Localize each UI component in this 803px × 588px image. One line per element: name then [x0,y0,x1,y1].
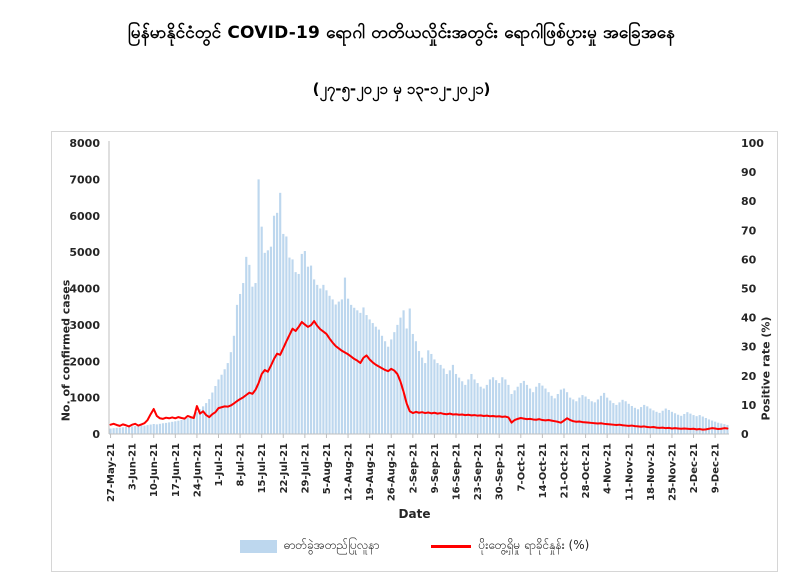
svg-text:40: 40 [741,312,757,325]
legend: ဓာတ်ခွဲအတည်ပြုလူနာ ပိုးတွေ့ရှိမှု ရာခိုင… [52,537,777,555]
line-series-swatch-icon [431,544,472,548]
svg-text:100: 100 [741,137,764,150]
svg-text:80: 80 [741,195,757,208]
svg-text:16-Sep-21: 16-Sep-21 [452,443,463,500]
svg-text:90: 90 [741,166,757,179]
svg-text:11-Nov-21: 11-Nov-21 [624,443,635,501]
svg-text:9-Dec-21: 9-Dec-21 [711,443,722,493]
svg-text:30: 30 [741,341,757,354]
svg-text:1-Jul-21: 1-Jul-21 [214,443,225,486]
svg-text:4000: 4000 [69,283,100,296]
svg-text:26-Aug-21: 26-Aug-21 [387,443,398,501]
svg-text:27-May-21: 27-May-21 [106,443,117,502]
svg-text:10-Jun-21: 10-Jun-21 [149,443,160,497]
svg-text:0: 0 [741,428,749,441]
svg-text:3-Jun-21: 3-Jun-21 [128,443,139,490]
legend-bar-label: ဓာတ်ခွဲအတည်ပြုလူနာ [283,538,380,552]
svg-text:15-Jul-21: 15-Jul-21 [257,443,268,493]
svg-text:5000: 5000 [69,246,100,259]
svg-text:6000: 6000 [69,210,100,223]
svg-text:9-Sep-21: 9-Sep-21 [430,443,441,493]
svg-text:2000: 2000 [69,355,100,368]
svg-text:23-Sep-21: 23-Sep-21 [473,443,484,500]
svg-text:18-Nov-21: 18-Nov-21 [646,443,657,501]
svg-text:22-Jul-21: 22-Jul-21 [279,443,290,493]
svg-text:29-Jul-21: 29-Jul-21 [300,443,311,493]
svg-text:1000: 1000 [69,392,100,405]
svg-text:7000: 7000 [69,173,100,186]
legend-item-bars: ဓာတ်ခွဲအတည်ပြုလူနာ [239,537,380,555]
svg-text:28-Oct-21: 28-Oct-21 [581,443,592,498]
svg-text:19-Aug-21: 19-Aug-21 [365,443,376,501]
x-axis-title: Date [398,507,431,521]
svg-text:2-Sep-21: 2-Sep-21 [408,443,419,493]
svg-text:24-Jun-21: 24-Jun-21 [192,443,203,497]
chart-subtitle: (၂၇-၅-၂၀၂၁ မှ ၁၃-၁၂-၂၀၂၁) [312,80,491,98]
chart-title: မြန်မာနိုင်ငံတွင် COVID-19 ရောဂါ တတိယလှိ… [127,23,676,43]
legend-item-line: ပိုးတွေ့ရှိမှု ရာခိုင်နှုန်း (%) [431,537,589,555]
svg-text:3000: 3000 [69,319,100,332]
svg-text:0: 0 [92,428,100,441]
svg-text:25-Nov-21: 25-Nov-21 [667,443,678,501]
svg-text:12-Aug-21: 12-Aug-21 [344,443,355,501]
svg-text:17-Jun-21: 17-Jun-21 [171,443,182,497]
svg-text:60: 60 [741,253,757,266]
svg-text:2-Dec-21: 2-Dec-21 [689,443,700,493]
svg-text:7-Oct-21: 7-Oct-21 [516,443,527,491]
svg-text:50: 50 [741,283,757,296]
svg-text:70: 70 [741,224,757,237]
svg-text:4-Nov-21: 4-Nov-21 [603,443,614,494]
svg-text:21-Oct-21: 21-Oct-21 [559,443,570,498]
svg-text:8000: 8000 [69,137,100,150]
plot-svg: 0 1000 2000 3000 4000 5000 6000 7000 8000 0 10 20 30… [69,137,764,502]
svg-text:10: 10 [741,399,757,412]
svg-text:5-Aug-21: 5-Aug-21 [322,443,333,494]
svg-text:30-Sep-21: 30-Sep-21 [495,443,506,500]
bar-series-swatch-icon [239,539,277,553]
legend-line-label: ပိုးတွေ့ရှိမှု ရာခိုင်နှုန်း (%) [478,538,590,552]
svg-text:14-Oct-21: 14-Oct-21 [538,443,549,498]
svg-text:8-Jul-21: 8-Jul-21 [236,443,247,486]
svg-text:20: 20 [741,370,757,383]
chart-area: No. of confirmed cases Positive rate (%)… [51,131,778,572]
